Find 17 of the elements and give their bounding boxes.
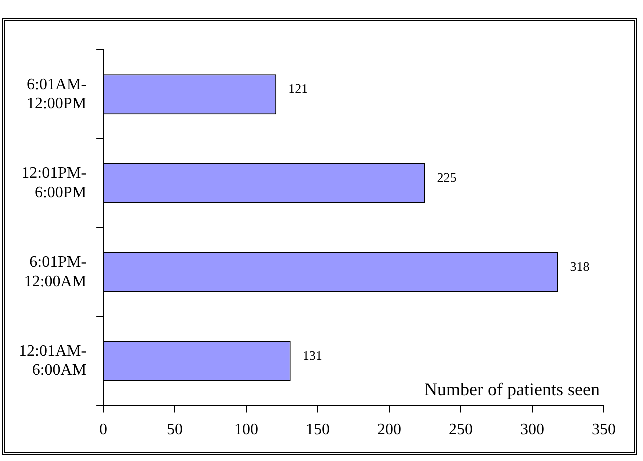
x-tick-label: 200 <box>378 422 402 439</box>
x-axis-title: Number of patients seen <box>424 380 600 400</box>
x-tick-label: 0 <box>100 422 108 439</box>
data-label: 225 <box>437 170 457 185</box>
y-tick-label: 6:01PM-12:00AM <box>24 254 87 290</box>
y-tick-label: 6:01AM-12:00PM <box>26 76 87 112</box>
x-tick-label: 100 <box>234 422 259 439</box>
y-tick-label: 12:01PM-6:00PM <box>22 165 87 202</box>
x-tick-label: 250 <box>449 422 474 439</box>
x-tick-label: 50 <box>167 422 184 439</box>
x-tick-label: 350 <box>592 422 616 439</box>
y-tick-label: 12:01AM-6:00AM <box>18 342 87 380</box>
data-label: 131 <box>302 348 322 363</box>
data-label: 318 <box>570 258 590 274</box>
data-label: 121 <box>288 81 308 96</box>
x-tick-label: 150 <box>306 422 330 439</box>
x-tick-label: 300 <box>520 422 545 439</box>
